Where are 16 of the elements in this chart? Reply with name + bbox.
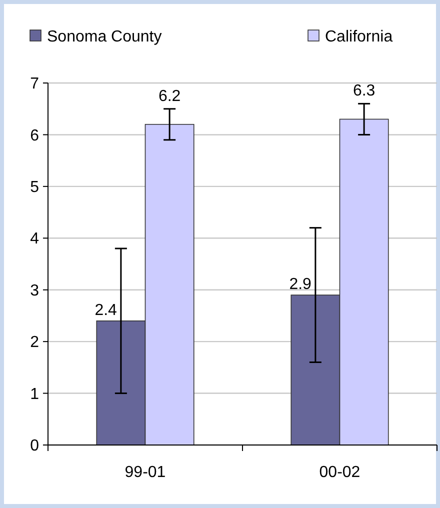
y-tick-label: 4 bbox=[30, 230, 40, 248]
x-tick-label: 00-02 bbox=[319, 464, 360, 481]
y-tick-label: 2 bbox=[30, 334, 40, 352]
y-tick-label: 6 bbox=[30, 127, 40, 144]
legend-label: Sonoma County bbox=[47, 28, 162, 46]
data-label: 6.3 bbox=[352, 82, 376, 100]
x-tick-label: 99-01 bbox=[124, 464, 166, 481]
data-label: 2.4 bbox=[94, 302, 118, 319]
data-label: 6.2 bbox=[158, 88, 181, 105]
y-tick-label: 1 bbox=[30, 386, 40, 403]
y-tick-label: 0 bbox=[30, 438, 40, 455]
y-tick-label: 5 bbox=[30, 179, 40, 196]
y-tick-label: 7 bbox=[30, 76, 40, 93]
data-label: 2.9 bbox=[289, 276, 312, 294]
legend-label: California bbox=[325, 28, 393, 46]
y-tick-label: 3 bbox=[30, 282, 40, 300]
